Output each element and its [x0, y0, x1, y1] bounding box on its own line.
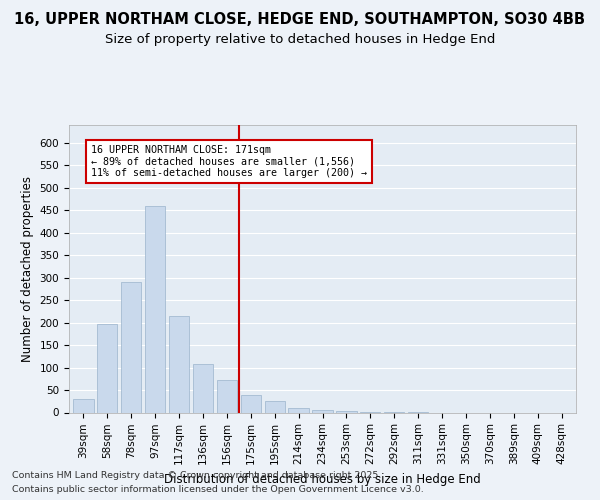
Text: 16 UPPER NORTHAM CLOSE: 171sqm
← 89% of detached houses are smaller (1,556)
11% : 16 UPPER NORTHAM CLOSE: 171sqm ← 89% of …	[91, 145, 367, 178]
Bar	[217, 380, 237, 412]
Bar	[73, 399, 94, 412]
Bar	[121, 282, 142, 412]
Text: 16, UPPER NORTHAM CLOSE, HEDGE END, SOUTHAMPTON, SO30 4BB: 16, UPPER NORTHAM CLOSE, HEDGE END, SOUT…	[14, 12, 586, 28]
X-axis label: Distribution of detached houses by size in Hedge End: Distribution of detached houses by size …	[164, 472, 481, 486]
Text: Contains public sector information licensed under the Open Government Licence v3: Contains public sector information licen…	[12, 485, 424, 494]
Bar	[241, 394, 261, 412]
Text: Contains HM Land Registry data © Crown copyright and database right 2025.: Contains HM Land Registry data © Crown c…	[12, 471, 382, 480]
Bar	[97, 324, 118, 412]
Bar	[193, 364, 213, 412]
Bar	[169, 316, 189, 412]
Bar	[336, 411, 356, 412]
Bar	[313, 410, 332, 412]
Bar	[145, 206, 165, 412]
Bar	[265, 402, 285, 412]
Y-axis label: Number of detached properties: Number of detached properties	[21, 176, 34, 362]
Text: Size of property relative to detached houses in Hedge End: Size of property relative to detached ho…	[105, 32, 495, 46]
Bar	[289, 408, 309, 412]
